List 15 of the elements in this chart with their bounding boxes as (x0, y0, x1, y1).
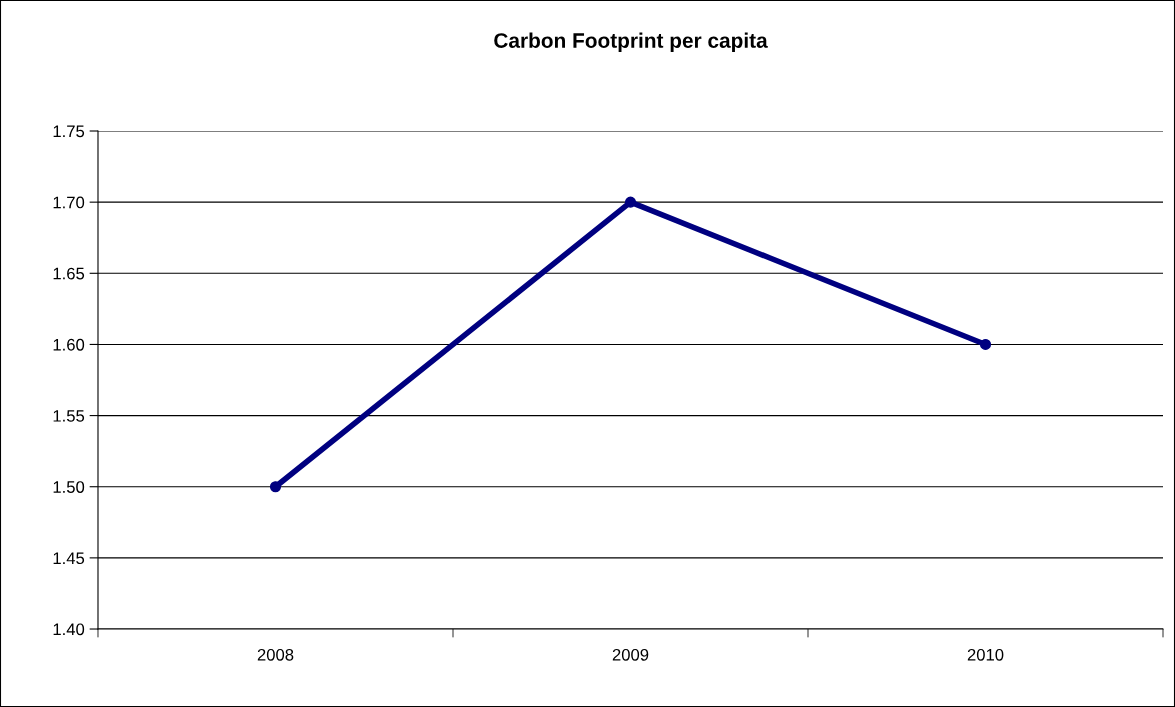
point (979, 338, 992, 350)
y-tick-label: 1.75 (53, 125, 85, 138)
y-tick-label: 1.40 (53, 623, 85, 636)
y-tick-label: 1.70 (53, 196, 85, 209)
x-tick-label: 2010 (967, 648, 1004, 661)
point (624, 196, 637, 208)
chart-title: Carbon Footprint per capita (494, 32, 768, 52)
y-tick-label: 1.45 (53, 552, 85, 565)
y-tick-label: 1.50 (53, 481, 85, 493)
y-tick-label: 1.60 (53, 338, 85, 351)
point (269, 481, 282, 493)
y-tick-label: 1.65 (53, 267, 85, 280)
x-tick-label: 2009 (612, 648, 649, 661)
x-tick-label: 2008 (257, 648, 294, 661)
y-tick-label: 1.55 (53, 410, 85, 422)
